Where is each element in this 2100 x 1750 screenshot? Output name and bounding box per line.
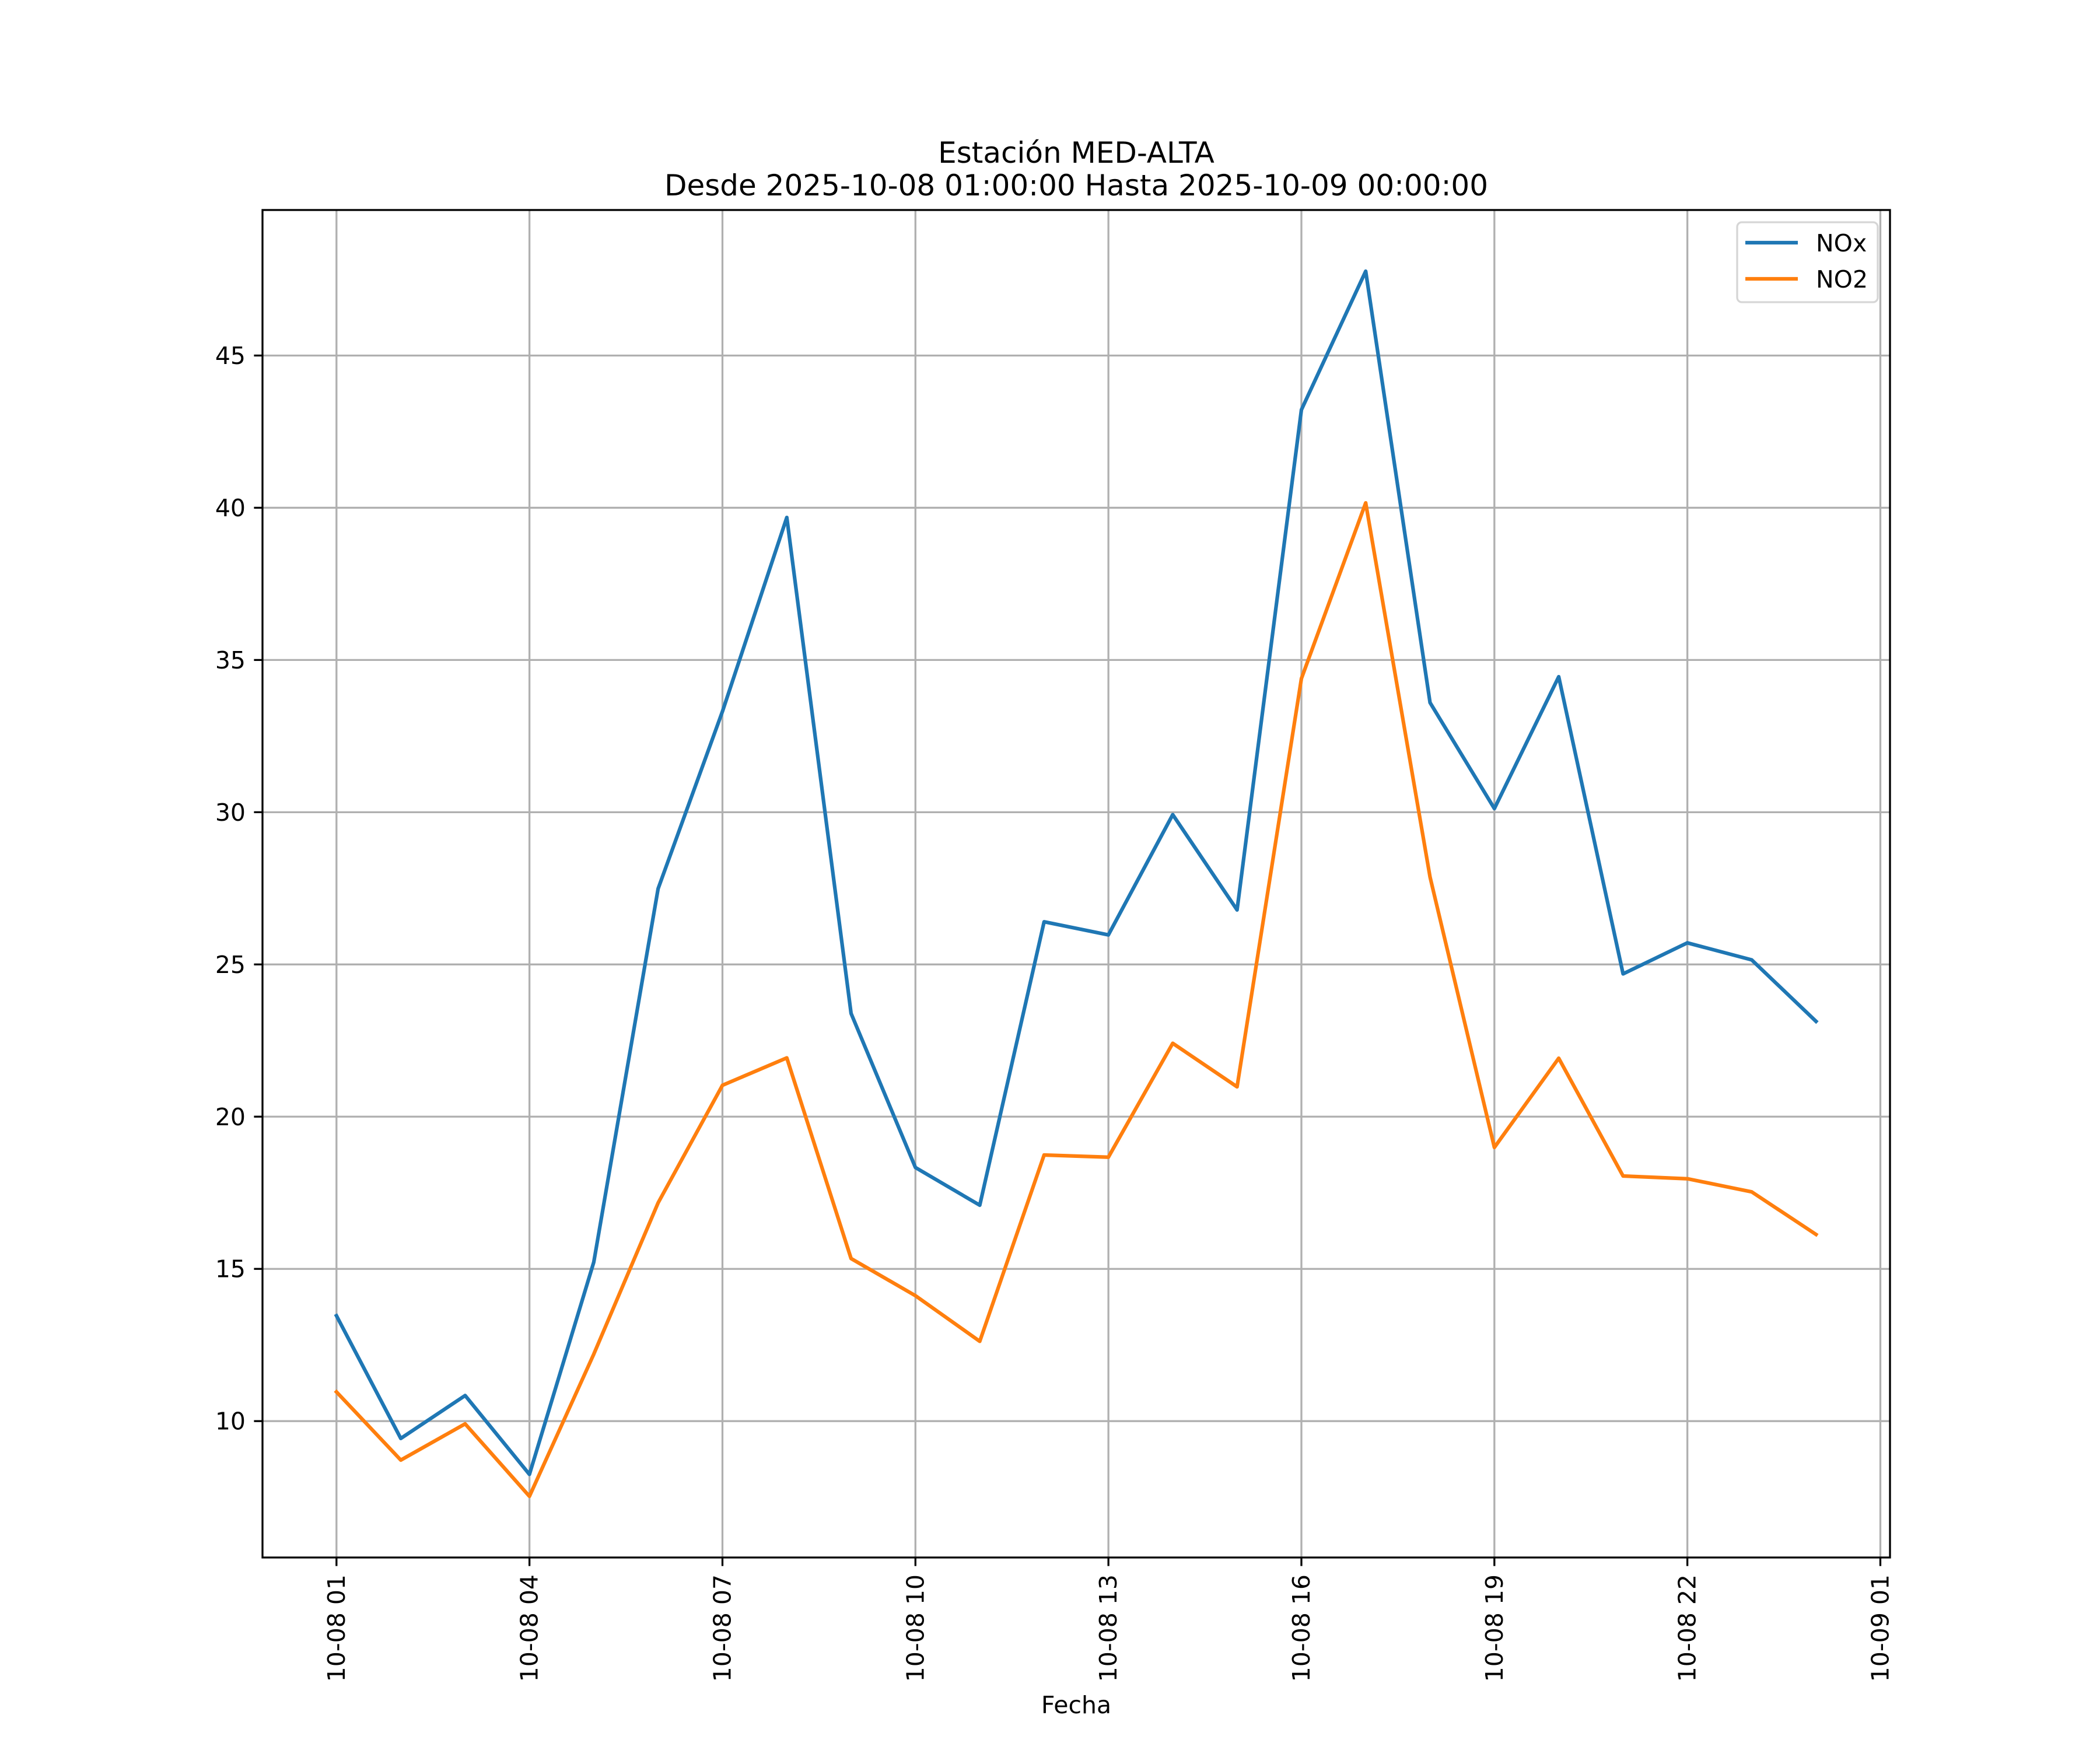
x-tick-label: 10-08 19 — [1480, 1574, 1508, 1682]
plot-area — [262, 210, 1890, 1558]
x-axis-label: Fecha — [1041, 1691, 1111, 1719]
x-tick-label: 10-08 07 — [708, 1574, 736, 1682]
x-axis: 10-08 01 10-08 04 10-08 07 10-08 10 10-08 13… — [323, 1558, 1894, 1682]
series-line-no2 — [334, 501, 1819, 1499]
y-tick-label: 15 — [215, 1255, 246, 1283]
legend: NOx NO2 — [1736, 221, 1879, 303]
legend-label-no2: NO2 — [1816, 265, 1868, 293]
y-tick-label: 10 — [215, 1408, 246, 1436]
y-tick-label: 40 — [215, 494, 246, 522]
x-tick-label: 10-08 04 — [516, 1574, 544, 1682]
y-tick-label: 45 — [215, 342, 246, 370]
y-tick-label: 20 — [215, 1103, 246, 1131]
x-tick-label: 10-08 10 — [901, 1574, 929, 1682]
chart-subtitle: Desde 2025-10-08 01:00:00 Hasta 2025-10-… — [664, 169, 1488, 202]
x-tick-label: 10-08 01 — [323, 1574, 351, 1682]
y-tick-label: 30 — [215, 799, 246, 827]
chart-title: Estación MED-ALTA — [938, 136, 1214, 170]
x-tick-label: 10-08 13 — [1094, 1574, 1122, 1682]
y-tick-label: 25 — [215, 951, 246, 979]
y-gridlines — [262, 354, 1890, 1422]
y-tick-label: 35 — [215, 646, 246, 674]
y-axis: 10 15 20 25 30 35 40 45 — [215, 342, 262, 1436]
series-line-nox — [334, 269, 1819, 1476]
x-tick-label: 10-08 16 — [1287, 1574, 1315, 1682]
axes-frame — [261, 209, 1891, 1559]
x-tick-label: 10-09 01 — [1866, 1574, 1894, 1682]
x-gridlines — [335, 210, 1882, 1558]
x-tick-label: 10-08 22 — [1674, 1574, 1702, 1682]
series-layer — [334, 269, 1819, 1499]
legend-label-nox: NOx — [1816, 229, 1867, 257]
